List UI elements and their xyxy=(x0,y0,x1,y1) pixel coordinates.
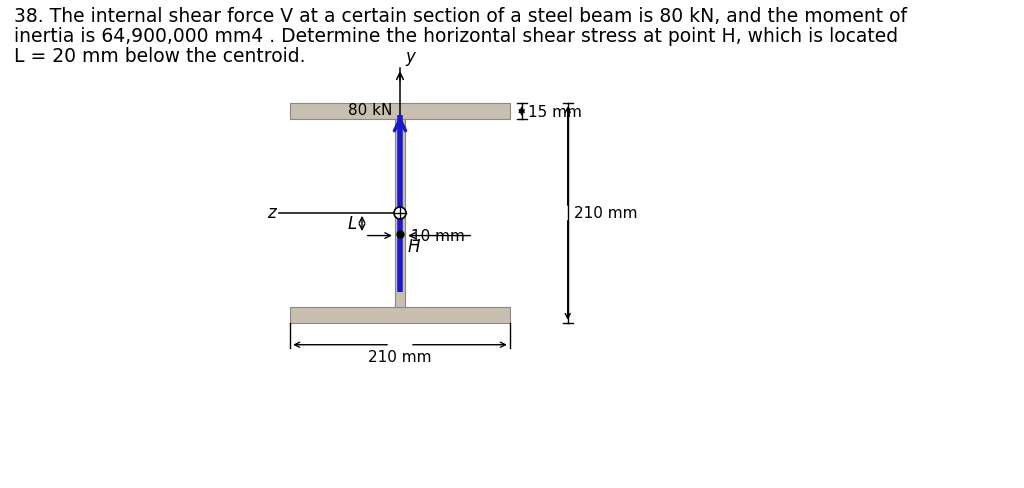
Text: L: L xyxy=(348,215,357,233)
Circle shape xyxy=(394,207,406,220)
Text: 210 mm: 210 mm xyxy=(573,206,637,221)
Text: 80 kN: 80 kN xyxy=(347,103,392,118)
Text: 15 mm: 15 mm xyxy=(527,104,582,120)
Text: H: H xyxy=(408,238,421,255)
Text: 210 mm: 210 mm xyxy=(369,349,432,364)
Text: L = 20 mm below the centroid.: L = 20 mm below the centroid. xyxy=(14,47,305,66)
Bar xyxy=(395,120,406,307)
Text: inertia is 64,900,000 mm4 . Determine the horizontal shear stress at point H, wh: inertia is 64,900,000 mm4 . Determine th… xyxy=(14,27,898,46)
Bar xyxy=(290,104,510,120)
Text: 10 mm: 10 mm xyxy=(412,228,465,244)
Bar xyxy=(290,307,510,323)
Text: 38. The internal shear force V at a certain section of a steel beam is 80 kN, an: 38. The internal shear force V at a cert… xyxy=(14,7,907,26)
Text: z: z xyxy=(266,203,275,222)
Text: y: y xyxy=(406,48,415,66)
